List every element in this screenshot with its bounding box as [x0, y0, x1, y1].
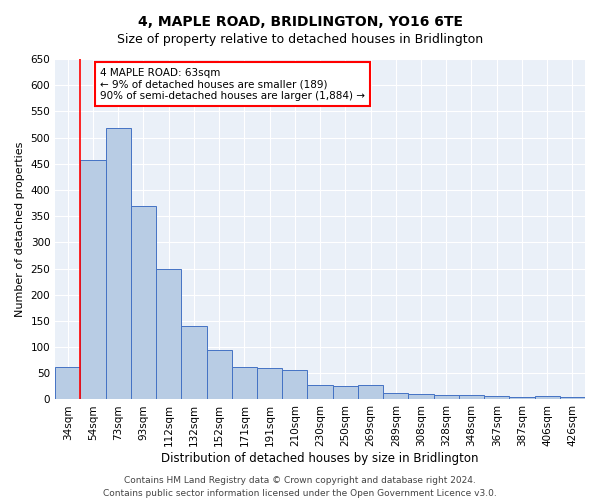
Bar	[535, 396, 560, 400]
Text: 4, MAPLE ROAD, BRIDLINGTON, YO16 6TE: 4, MAPLE ROAD, BRIDLINGTON, YO16 6TE	[137, 15, 463, 29]
Bar	[409, 394, 434, 400]
Bar	[106, 128, 131, 400]
Y-axis label: Number of detached properties: Number of detached properties	[15, 142, 25, 317]
Bar	[206, 350, 232, 400]
Bar	[55, 367, 80, 400]
Bar	[484, 396, 509, 400]
Bar	[257, 368, 282, 400]
Bar	[282, 370, 307, 400]
X-axis label: Distribution of detached houses by size in Bridlington: Distribution of detached houses by size …	[161, 452, 479, 465]
Bar	[181, 326, 206, 400]
Bar	[80, 160, 106, 400]
Bar	[332, 386, 358, 400]
Text: 4 MAPLE ROAD: 63sqm
← 9% of detached houses are smaller (189)
90% of semi-detach: 4 MAPLE ROAD: 63sqm ← 9% of detached hou…	[100, 68, 365, 100]
Bar	[434, 394, 459, 400]
Bar	[459, 396, 484, 400]
Bar	[560, 397, 585, 400]
Bar	[509, 397, 535, 400]
Text: Contains HM Land Registry data © Crown copyright and database right 2024.
Contai: Contains HM Land Registry data © Crown c…	[103, 476, 497, 498]
Bar	[358, 386, 383, 400]
Bar	[383, 393, 409, 400]
Bar	[131, 206, 156, 400]
Text: Size of property relative to detached houses in Bridlington: Size of property relative to detached ho…	[117, 32, 483, 46]
Bar	[156, 269, 181, 400]
Bar	[232, 367, 257, 400]
Bar	[307, 386, 332, 400]
